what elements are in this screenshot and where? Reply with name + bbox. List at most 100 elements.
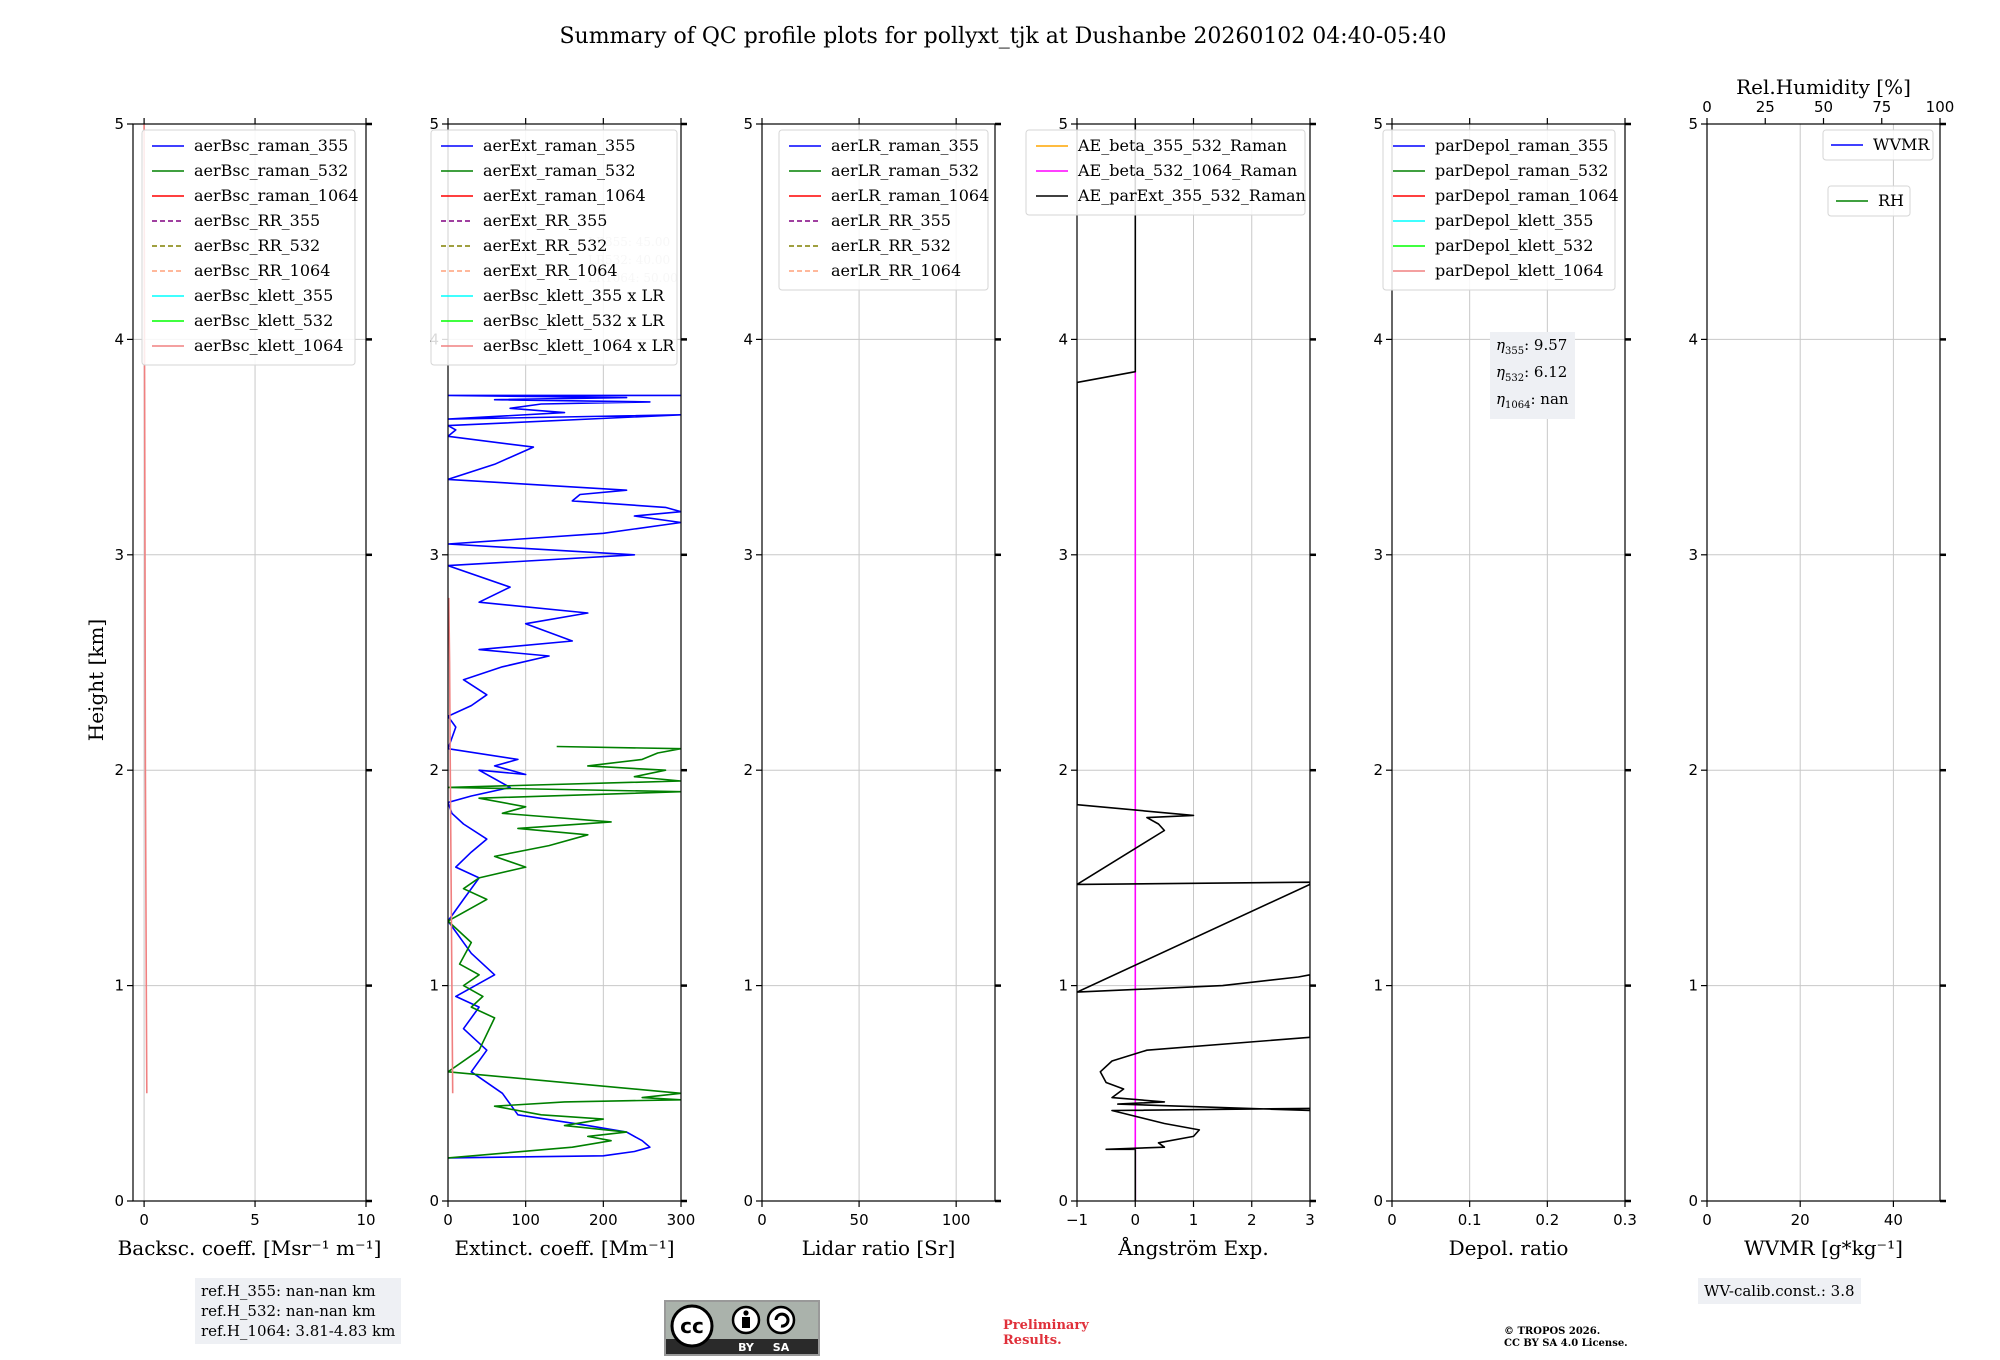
y-tick-label-lr-0: 0 (743, 1192, 753, 1210)
x-axis-label-lr: Lidar ratio [Sr] (802, 1236, 956, 1260)
x-tick-label-bsc-1: 5 (250, 1211, 260, 1229)
cc-sa-label: SA (773, 1341, 790, 1354)
axes-frame-bsc (132, 123, 367, 1202)
x-tick-label-ext-0: 0 (443, 1211, 453, 1229)
legend-label-aerLR_RR_1064: aerLR_RR_1064 (831, 261, 961, 280)
top-axis-label-wv: Rel.Humidity [%] (1736, 75, 1911, 99)
legend-label-aerLR_raman_355: aerLR_raman_355 (831, 136, 979, 155)
legend-label-AE_beta_532_1064_Raman: AE_beta_532_1064_Raman (1077, 161, 1297, 180)
x-tick-label-ext-1: 100 (511, 1211, 540, 1229)
y-tick-label-ext-2: 2 (429, 761, 439, 779)
legend-label-aerLR_RR_355: aerLR_RR_355 (831, 211, 951, 230)
axes-frame-depol (1391, 123, 1626, 1202)
legend-box-ae (1025, 129, 1306, 216)
x-tick-label-ae-0: −1 (1066, 1211, 1088, 1229)
legend-label-aerLR_RR_532: aerLR_RR_532 (831, 236, 951, 255)
legend-label-aerExt_raman_1064: aerExt_raman_1064 (483, 186, 646, 205)
y-axis-label: Height [km] (84, 619, 108, 741)
legend-label-parDepol_raman_532: parDepol_raman_532 (1435, 161, 1608, 180)
y-tick-label-depol-1: 1 (1373, 977, 1383, 995)
y-tick-label-bsc-2: 2 (114, 761, 124, 779)
y-tick-label-depol-5: 5 (1373, 115, 1383, 133)
legend-label-parDepol_raman_355: parDepol_raman_355 (1435, 136, 1608, 155)
wv-calib-box: WV-calib.const.: 3.8 (1698, 1278, 1861, 1304)
svg-text:cc: cc (680, 1314, 704, 1338)
x-axis-label-depol: Depol. ratio (1449, 1236, 1569, 1260)
y-tick-label-ext-1: 1 (429, 977, 439, 995)
eta-box: η355: 9.57 η532: 6.12 η1064: nan (1490, 332, 1575, 419)
legend-label-WVMR: WVMR (1873, 135, 1930, 154)
panel-wv: 0 20 40 0 1 2 3 4 5 WVMR [g*kg⁻¹] 0 25 50 75 100 Rel.Hu… (1688, 75, 1954, 1260)
legend-label-aerBsc_klett_532: aerBsc_klett_532 (194, 311, 333, 330)
legend-label-aerBsc_RR_532: aerBsc_RR_532 (194, 236, 320, 255)
preliminary-line-2: Results. (1003, 1333, 1062, 1348)
x-axis-label-wv: WVMR [g*kg⁻¹] (1744, 1236, 1903, 1260)
series-group-ae (1077, 124, 1310, 1201)
legend-label-aerExt_raman_532: aerExt_raman_532 (483, 161, 636, 180)
ref-height-box: ref.H_355: nan-nan km ref.H_532: nan-nan… (195, 1278, 402, 1344)
panel-bsc: 0 5 10 0 1 2 3 4 5 Backsc. coeff. [Msr⁻¹ m⁻¹] aerB… (114, 115, 381, 1260)
y-tick-label-bsc-5: 5 (114, 115, 124, 133)
legend-label-aerExt_RR_1064: aerExt_RR_1064 (483, 261, 618, 280)
eta-532: 6.12 (1533, 363, 1568, 381)
y-tick-label-lr-5: 5 (743, 115, 753, 133)
legend-box-wv-0 (1822, 129, 1934, 161)
x-tick-label-depol-2: 0.2 (1535, 1211, 1559, 1229)
legend-label-parDepol_klett_355: parDepol_klett_355 (1435, 211, 1593, 230)
cc-logo-icon: cc BY SA (666, 1302, 818, 1354)
series-line-aerExt_raman_532 (448, 745, 681, 1159)
x-tick-label-ae-4: 3 (1305, 1211, 1315, 1229)
top-tick-label-wv-2: 50 (1814, 98, 1833, 116)
legend-label-aerBsc_klett_355 x LR: aerBsc_klett_355 x LR (483, 286, 665, 305)
y-tick-label-depol-3: 3 (1373, 546, 1383, 564)
y-tick-label-ae-0: 0 (1058, 1192, 1068, 1210)
panel-lr: 0 50 100 0 1 2 3 4 5 Lidar ratio [Sr] aerLR_raman_… (743, 115, 1001, 1260)
y-tick-label-wv-4: 4 (1688, 330, 1698, 348)
figure-title: Summary of QC profile plots for pollyxt_… (559, 24, 1446, 49)
x-tick-label-ae-3: 2 (1247, 1211, 1257, 1229)
legend-label-aerBsc_klett_355: aerBsc_klett_355 (194, 286, 333, 305)
y-tick-label-bsc-4: 4 (114, 330, 124, 348)
y-tick-label-lr-4: 4 (743, 330, 753, 348)
x-tick-label-ae-2: 1 (1189, 1211, 1199, 1229)
legend-box-wv-1 (1827, 185, 1911, 217)
y-tick-label-wv-1: 1 (1688, 977, 1698, 995)
legend-label-aerLR_raman_1064: aerLR_raman_1064 (831, 186, 989, 205)
y-tick-label-depol-0: 0 (1373, 1192, 1383, 1210)
x-tick-label-bsc-0: 0 (139, 1211, 149, 1229)
cc-license-badge: cc BY SA (664, 1300, 820, 1356)
x-tick-label-wv-1: 20 (1791, 1211, 1810, 1229)
legend-label-parDepol_klett_532: parDepol_klett_532 (1435, 236, 1593, 255)
legend-label-aerExt_RR_532: aerExt_RR_532 (483, 236, 607, 255)
top-tick-label-wv-0: 0 (1702, 98, 1712, 116)
x-axis-label-bsc: Backsc. coeff. [Msr⁻¹ m⁻¹] (118, 1236, 382, 1260)
y-tick-label-wv-3: 3 (1688, 546, 1698, 564)
legend-label-AE_parExt_355_532_Raman: AE_parExt_355_532_Raman (1077, 186, 1306, 205)
cc-by-label: BY (738, 1341, 755, 1354)
x-tick-label-wv-2: 40 (1884, 1211, 1903, 1229)
legend-label-aerExt_raman_355: aerExt_raman_355 (483, 136, 636, 155)
x-tick-label-depol-0: 0 (1387, 1211, 1397, 1229)
preliminary-note: Preliminary Results. (1003, 1318, 1089, 1348)
legend-label-aerBsc_klett_532 x LR: aerBsc_klett_532 x LR (483, 311, 665, 330)
x-tick-label-ext-2: 200 (589, 1211, 618, 1229)
series-line-AE_parExt_355_532_Raman (1077, 124, 1310, 1201)
x-tick-label-bsc-2: 10 (356, 1211, 375, 1229)
legend-label-RH: RH (1878, 191, 1904, 210)
top-tick-label-wv-3: 75 (1872, 98, 1891, 116)
copyright-line-1: © TROPOS 2026. (1504, 1326, 1601, 1337)
legend-label-AE_beta_355_532_Raman: AE_beta_355_532_Raman (1077, 136, 1287, 155)
legend-label-aerBsc_raman_532: aerBsc_raman_532 (194, 161, 348, 180)
top-tick-label-wv-4: 100 (1926, 98, 1955, 116)
wv-calib-const: WV-calib.const.: 3.8 (1704, 1282, 1855, 1300)
legend-label-aerBsc_RR_355: aerBsc_RR_355 (194, 211, 320, 230)
legend-box-bsc (141, 129, 356, 366)
x-axis-label-ae: Ångström Exp. (1117, 1235, 1268, 1260)
ref-height-532: ref.H_532: nan-nan km (201, 1302, 376, 1320)
legend-label-aerBsc_klett_1064: aerBsc_klett_1064 (194, 336, 343, 355)
y-tick-label-wv-5: 5 (1688, 115, 1698, 133)
series-line-aerExt_raman_355 (448, 394, 681, 1159)
